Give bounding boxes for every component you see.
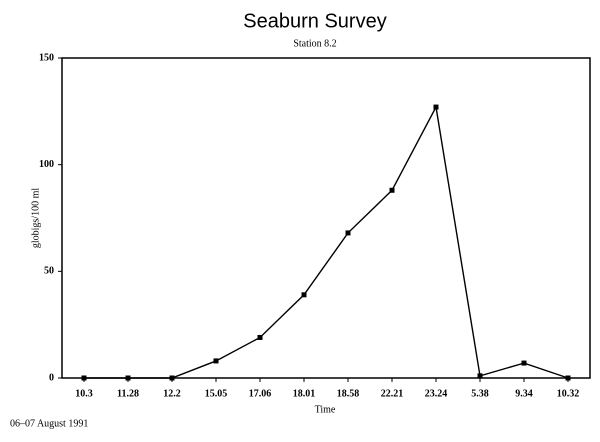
x-tick-label: 23.24 xyxy=(425,388,448,399)
y-tick-label: 100 xyxy=(39,159,54,170)
x-tick-label: 9.34 xyxy=(515,388,533,399)
point xyxy=(565,375,571,381)
y-tick-label: 150 xyxy=(39,52,54,63)
point xyxy=(345,230,351,236)
x-tick-label: 11.28 xyxy=(117,388,139,399)
point xyxy=(477,373,483,379)
point xyxy=(301,292,307,298)
point xyxy=(521,360,527,366)
plot-frame xyxy=(61,57,591,379)
chart-subtitle: Station 8.2 xyxy=(293,38,336,49)
x-tick-label: 17.06 xyxy=(249,388,272,399)
y-axis-label: globigs/100 ml xyxy=(30,188,41,249)
line xyxy=(84,104,569,379)
point xyxy=(81,375,87,381)
x-tick-label: 10.32 xyxy=(557,388,580,399)
x-axis-label: Time xyxy=(315,404,336,415)
y-tick-label: 50 xyxy=(44,266,54,277)
point xyxy=(125,375,131,381)
point xyxy=(389,187,395,193)
x-tick-label: 10.3 xyxy=(75,388,93,399)
x-tick-label: 18.58 xyxy=(337,388,360,399)
point xyxy=(213,358,219,364)
x-tick-label: 12.2 xyxy=(163,388,181,399)
point xyxy=(257,334,263,340)
x-tick-label: 22.21 xyxy=(381,388,404,399)
point xyxy=(169,375,175,381)
note: 06–07 August 1991 xyxy=(10,418,88,429)
y-tick-label: 0 xyxy=(49,372,54,383)
x-tick-label: 5.38 xyxy=(471,388,489,399)
point xyxy=(433,104,439,110)
chart-title: Seaburn Survey xyxy=(243,10,386,32)
x-tick-label: 18.01 xyxy=(293,388,316,399)
x-tick-label: 15.05 xyxy=(205,388,228,399)
